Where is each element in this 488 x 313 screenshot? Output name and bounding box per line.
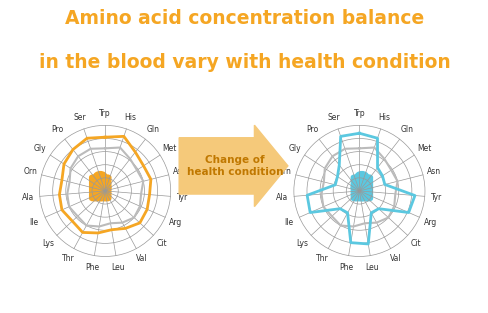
Text: Asn: Asn	[173, 167, 187, 177]
Text: Orn: Orn	[23, 167, 37, 177]
Text: His: His	[378, 113, 390, 122]
Text: Amino acid concentration balance: Amino acid concentration balance	[65, 9, 423, 28]
Text: Leu: Leu	[365, 263, 378, 272]
Text: Gly: Gly	[288, 144, 300, 153]
Text: Ser: Ser	[74, 113, 86, 122]
Text: Val: Val	[389, 254, 401, 264]
Text: Met: Met	[416, 144, 430, 153]
Text: Trp: Trp	[353, 109, 365, 118]
Text: in the blood vary with health condition: in the blood vary with health condition	[39, 53, 449, 72]
Text: Lys: Lys	[296, 239, 308, 248]
Text: Thr: Thr	[62, 254, 75, 264]
Text: Ile: Ile	[284, 218, 292, 227]
Text: Tyr: Tyr	[430, 193, 441, 202]
Text: Leu: Leu	[111, 263, 124, 272]
Text: Ala: Ala	[276, 193, 288, 202]
Text: Met: Met	[163, 144, 177, 153]
Text: Lys: Lys	[42, 239, 54, 248]
Text: His: His	[124, 113, 136, 122]
Text: Gln: Gln	[146, 126, 159, 134]
Text: Tyr: Tyr	[176, 193, 187, 202]
Text: Orn: Orn	[277, 167, 291, 177]
Text: Ile: Ile	[30, 218, 39, 227]
Text: Val: Val	[136, 254, 147, 264]
Text: Phe: Phe	[85, 263, 99, 272]
Text: Change of
health condition: Change of health condition	[186, 155, 283, 177]
Text: Cit: Cit	[157, 239, 167, 248]
Text: Ser: Ser	[327, 113, 340, 122]
Text: Gly: Gly	[34, 144, 46, 153]
Text: Pro: Pro	[51, 126, 63, 134]
Text: Arg: Arg	[423, 218, 436, 227]
Text: Arg: Arg	[169, 218, 182, 227]
Text: Pro: Pro	[305, 126, 317, 134]
Text: Cit: Cit	[410, 239, 421, 248]
FancyArrow shape	[179, 125, 287, 207]
Text: Thr: Thr	[316, 254, 328, 264]
Text: Phe: Phe	[339, 263, 353, 272]
Text: Trp: Trp	[99, 109, 111, 118]
Text: Gln: Gln	[400, 126, 412, 134]
Text: Ala: Ala	[22, 193, 34, 202]
Text: Asn: Asn	[427, 167, 441, 177]
